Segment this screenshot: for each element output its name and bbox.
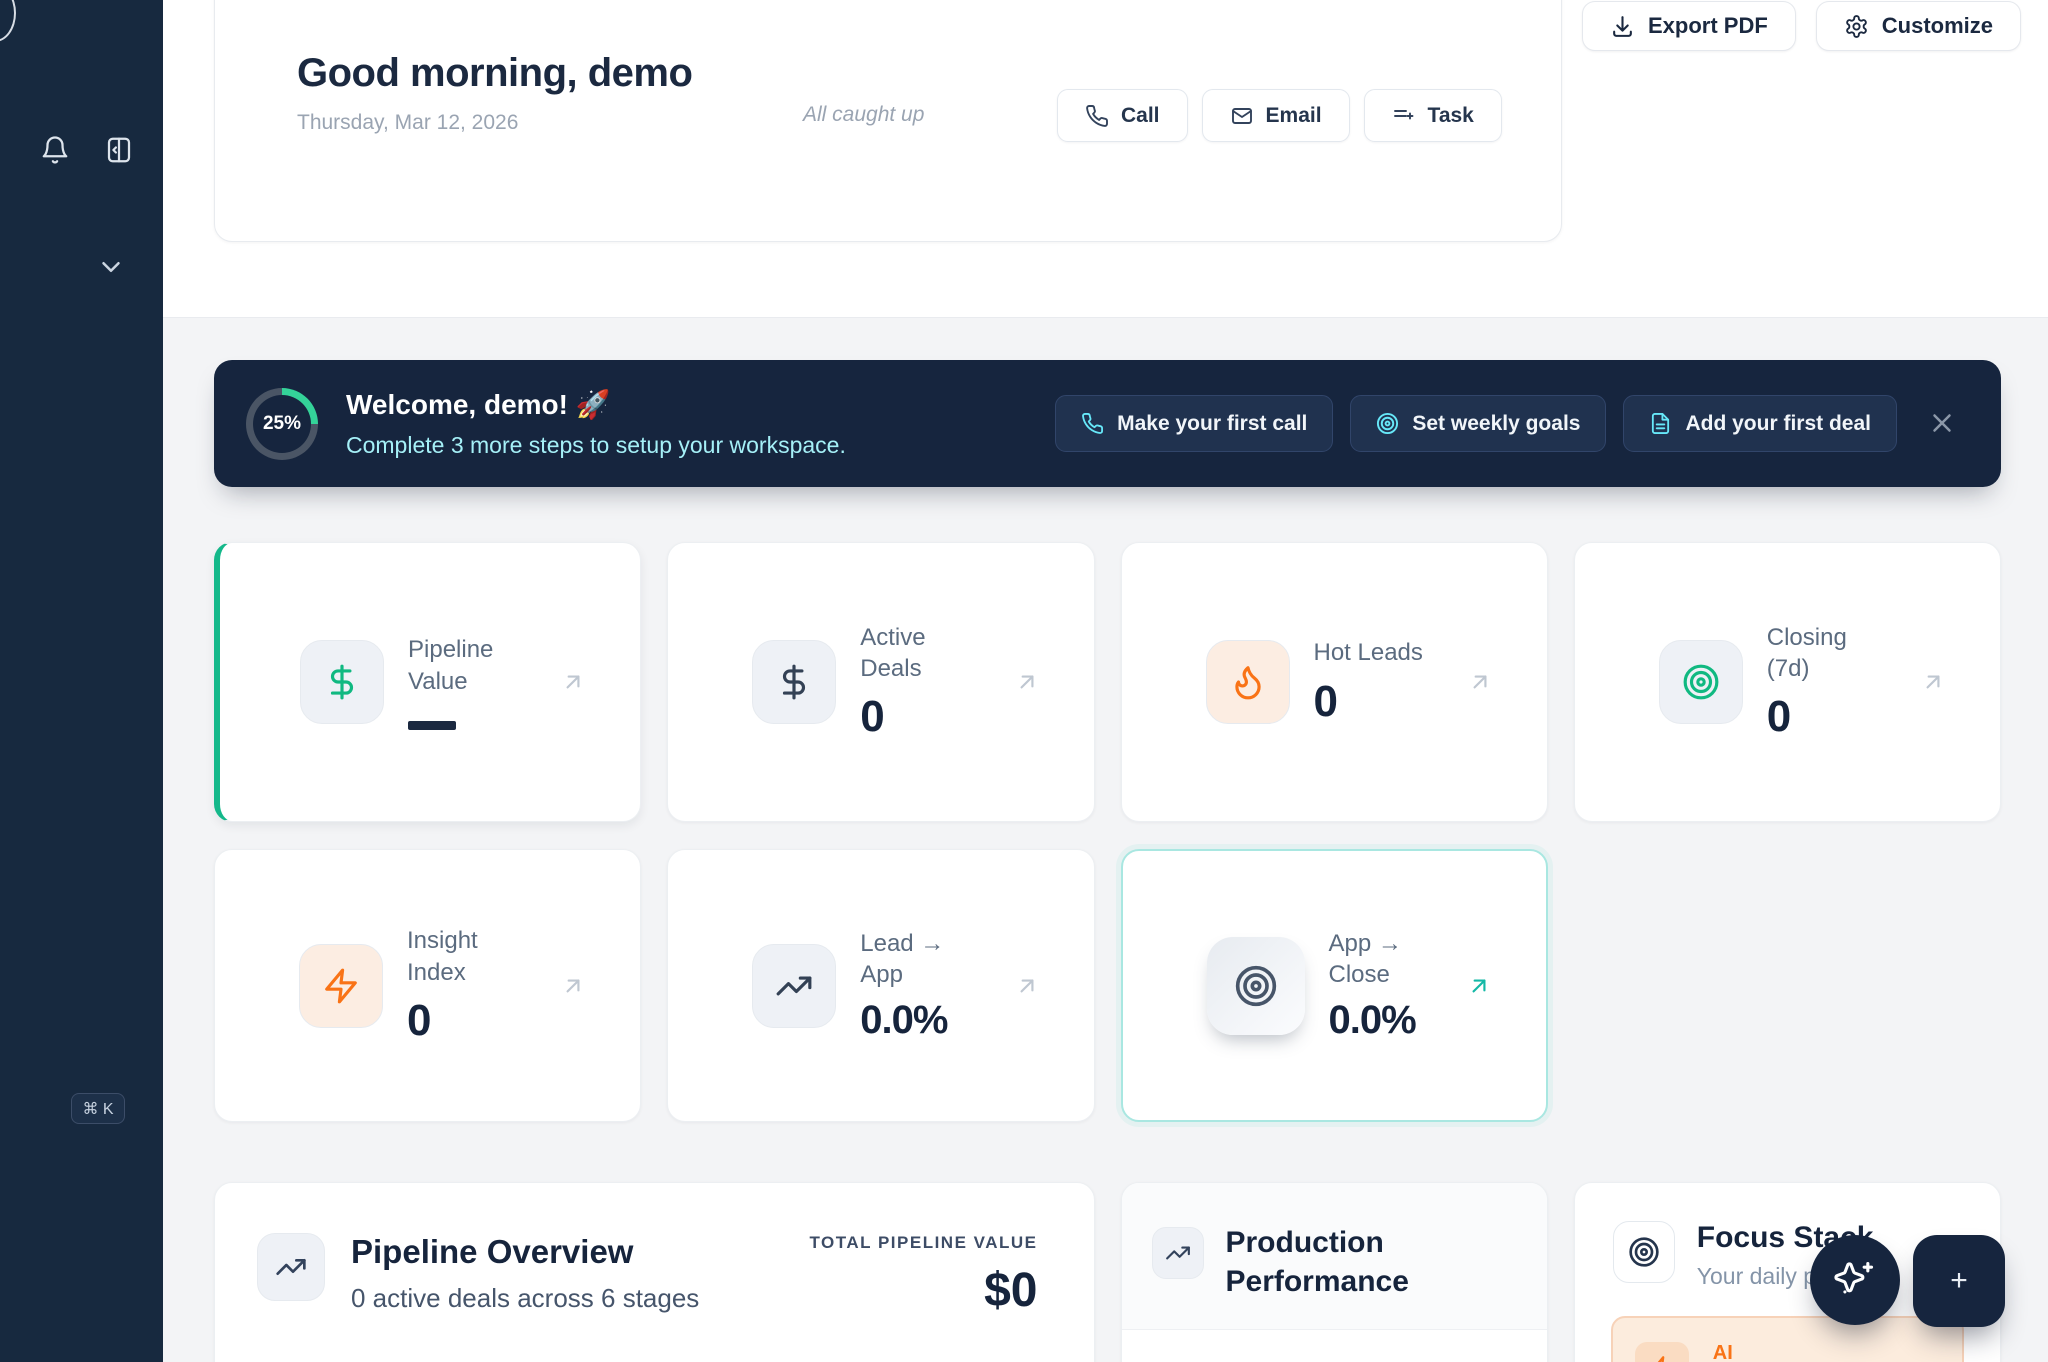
gear-icon [1844,14,1869,39]
customize-button[interactable]: Customize [1815,1,2022,51]
ai-assistant-button[interactable] [1810,1235,1900,1325]
status-text: All caught up [803,103,925,126]
bottom-grid: Pipeline Overview 0 active deals across … [214,1182,2001,1362]
stat-label: Active Deals [860,623,926,682]
add-your-first-deal-button[interactable]: Add your first deal [1623,395,1897,452]
stat-label: Insight Index [407,927,478,986]
stat-value: 0 [1766,692,1791,742]
stat-value: 0 [407,995,431,1045]
ai-badge: AI [1712,1342,1733,1362]
mail-icon [1230,104,1254,128]
setup-progress-ring: 25% [246,388,318,460]
stat-value: 0 [860,692,884,742]
panel-collapse-icon[interactable] [104,135,134,165]
button-label: Task [1427,103,1474,127]
arrow-up-right-icon [1920,669,1946,695]
button-label: Export PDF [1648,13,1768,38]
focus-stack-card: Focus Stack Your daily p AI Open Task Qu… [1573,1182,2001,1362]
stat-label: Hot Leads [1313,639,1423,667]
stat-label: Pipeline Value [408,636,494,695]
quick-actions: Call Email Task [1057,89,1502,142]
stat-label: App → Close [1328,929,1402,988]
banner-title: Welcome, demo! 🚀 [346,389,611,420]
stat-label: Lead → App [860,929,945,988]
card-subtitle: 0 active deals across 6 stages [351,1283,700,1313]
page-title: Good morning, demo [297,51,693,95]
bell-icon[interactable] [40,135,70,165]
export-pdf-button[interactable]: Export PDF [1582,1,1796,51]
card-title: Pipeline Overview [351,1233,634,1270]
button-label: Add your first deal [1685,411,1871,435]
task-plus-icon [1392,104,1416,128]
stat-card-insight-index[interactable]: Insight Index 0 [214,849,642,1122]
date-text: Thursday, Mar 12, 2026 [297,111,519,134]
banner-subtitle: Complete 3 more steps to setup your work… [346,432,846,458]
stat-card-hot-leads[interactable]: Hot Leads 0 [1120,542,1548,822]
zap-icon [1634,1342,1689,1362]
stats-grid: Pipeline Value Active Deals 0 Hot Leads 0 Clo… [214,542,2001,1122]
welcome-banner: 25% Welcome, demo! 🚀 Complete 3 more ste… [214,360,2001,487]
download-icon [1610,14,1635,39]
trending-up-icon [752,943,837,1028]
greeting-card: Good morning, demo Thursday, Mar 12, 202… [214,0,1562,242]
call-button[interactable]: Call [1057,89,1188,142]
target-icon [1206,936,1305,1035]
stat-card-app-close[interactable]: App → Close 0.0% [1120,849,1548,1122]
plus-icon: + [1950,1264,1968,1297]
stat-card-lead-app[interactable]: Lead → App 0.0% [667,849,1095,1122]
stat-card-active-deals[interactable]: Active Deals 0 [667,542,1095,822]
phone-icon [1085,104,1109,128]
task-button[interactable]: Task [1363,89,1502,142]
chevron-down-icon[interactable] [96,252,126,282]
arrow-up-right-icon [1014,669,1040,695]
stat-value: 0.0% [1328,998,1417,1043]
button-label: Email [1265,103,1322,127]
target-icon [1376,412,1399,435]
stat-card-closing-7d[interactable]: Closing (7d) 0 [1573,542,2001,822]
total-pipeline-label: TOTAL PIPELINE VALUE [809,1233,1038,1252]
card-subtitle: Your daily p [1696,1263,1817,1289]
sidebar: ⌘ K [0,0,163,1362]
button-label: Customize [1881,13,1994,38]
button-label: Set weekly goals [1412,411,1581,435]
pipeline-overview-card: Pipeline Overview 0 active deals across … [214,1182,1095,1362]
arrow-up-right-icon [1014,973,1040,999]
zap-icon [299,943,383,1028]
file-text-icon [1649,412,1672,435]
add-button[interactable]: + [1913,1235,2005,1327]
target-icon [1612,1221,1675,1283]
arrow-up-right-icon [560,669,586,695]
stat-value-dash [408,720,456,730]
target-icon [1658,640,1743,724]
top-actions: Export PDF Customize [1582,1,2022,51]
arrow-up-right-icon [1466,973,1492,999]
dollar-icon [752,640,837,724]
phone-icon [1081,412,1104,435]
button-label: Call [1121,103,1160,127]
stat-label: Closing (7d) [1766,623,1847,682]
banner-actions: Make your first call Set weekly goals Add … [1055,395,1897,452]
logo-remnant [0,0,16,42]
dollar-icon [300,640,384,724]
trending-up-icon [1151,1227,1204,1279]
stat-value: 0 [1313,676,1338,726]
total-pipeline-value: $0 [984,1264,1038,1317]
open-task-queue-link[interactable]: AI Open Task Queue → [1610,1316,1964,1362]
stat-value: 0.0% [860,998,948,1043]
flame-icon [1205,640,1290,724]
email-button[interactable]: Email [1201,89,1350,142]
card-title: Production Performance [1225,1226,1409,1298]
stat-card-pipeline-value[interactable]: Pipeline Value [214,542,642,822]
production-performance-card: Production Performance [1120,1182,1548,1362]
progress-value: 25% [262,413,302,434]
set-weekly-goals-button[interactable]: Set weekly goals [1350,395,1607,452]
arrow-up-right-icon [560,973,586,999]
arrow-up-right-icon [1467,669,1493,695]
make-your-first-call-button[interactable]: Make your first call [1055,395,1334,452]
command-k-shortcut[interactable]: ⌘ K [71,1093,125,1124]
trending-up-icon [257,1233,325,1301]
close-icon[interactable] [1927,408,1957,438]
sparkles-icon [1833,1258,1877,1302]
button-label: Make your first call [1117,411,1308,435]
